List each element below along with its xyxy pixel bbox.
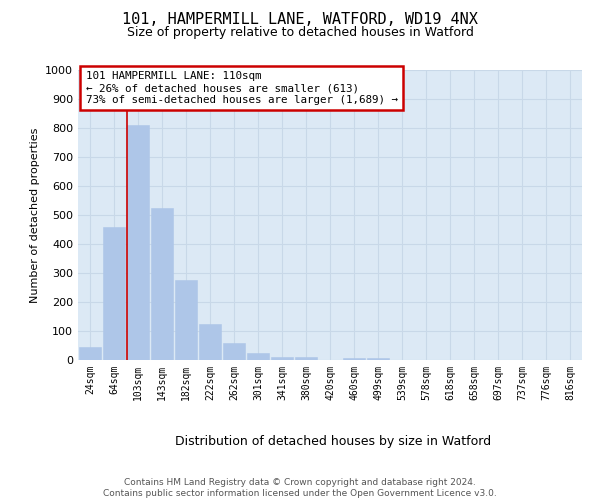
- Bar: [223, 342, 245, 360]
- Bar: [151, 208, 173, 360]
- Bar: [343, 358, 365, 360]
- Bar: [295, 356, 317, 360]
- Bar: [79, 347, 101, 360]
- Bar: [175, 280, 197, 360]
- Text: Distribution of detached houses by size in Watford: Distribution of detached houses by size …: [175, 435, 491, 448]
- Bar: [103, 226, 125, 360]
- Text: Size of property relative to detached houses in Watford: Size of property relative to detached ho…: [127, 26, 473, 39]
- Bar: [199, 324, 221, 360]
- Bar: [367, 358, 389, 360]
- Bar: [247, 353, 269, 360]
- Bar: [127, 125, 149, 360]
- Text: 101, HAMPERMILL LANE, WATFORD, WD19 4NX: 101, HAMPERMILL LANE, WATFORD, WD19 4NX: [122, 12, 478, 28]
- Bar: [271, 356, 293, 360]
- Text: 101 HAMPERMILL LANE: 110sqm
← 26% of detached houses are smaller (613)
73% of se: 101 HAMPERMILL LANE: 110sqm ← 26% of det…: [86, 72, 398, 104]
- Y-axis label: Number of detached properties: Number of detached properties: [29, 128, 40, 302]
- Text: Contains HM Land Registry data © Crown copyright and database right 2024.
Contai: Contains HM Land Registry data © Crown c…: [103, 478, 497, 498]
